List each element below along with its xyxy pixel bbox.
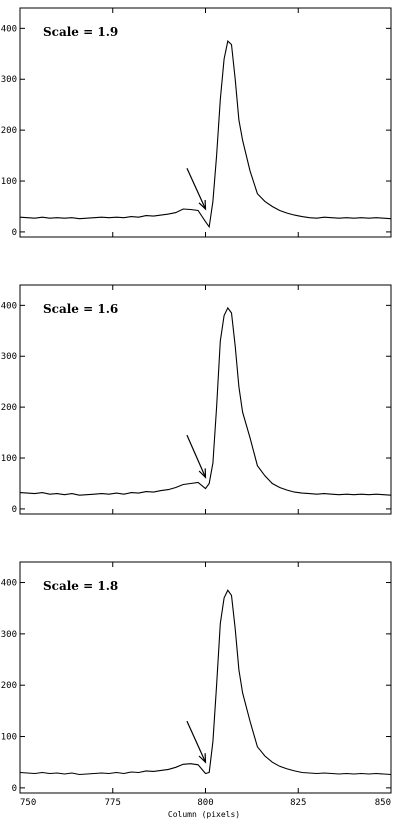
series-line-2 (19, 306, 392, 496)
chart-panel-2: 0 100 200 300 400 Scale = 1.6 (1, 284, 392, 515)
x-tick-label-775: 775 (105, 798, 121, 808)
arrow-1 (186, 168, 207, 210)
scale-label-3: Scale = 1.8 (43, 579, 118, 593)
scale-label-2: Scale = 1.6 (43, 302, 118, 316)
series-line-1 (19, 40, 392, 229)
y-tick-label-1-400: 400 (1, 24, 17, 34)
y-tick-label-3-400: 400 (1, 579, 17, 589)
chart-panel-1: 0 100 200 300 400 Scale = 1.9 (1, 7, 392, 238)
y-tick-label-2-400: 400 (1, 301, 17, 311)
y-tick-label-2-200: 200 (1, 403, 17, 413)
y-tick-label-3-200: 200 (1, 681, 17, 691)
y-tick-label-3-0: 0 (12, 784, 17, 794)
plot-frame-2 (19, 284, 392, 515)
y-tick-label-1-300: 300 (1, 75, 17, 85)
x-axis-title: Column (pixels) (168, 810, 240, 819)
arrow-head-2 (198, 468, 207, 479)
chart-panel-3: 0 100 200 300 400 750 775 800 825 850 Scale = 1.8 (1, 561, 392, 808)
y-tick-label-3-100: 100 (1, 733, 17, 743)
y-tick-label-3-300: 300 (1, 630, 17, 640)
x-tick-label-825: 825 (290, 798, 306, 808)
series-line-3 (19, 589, 392, 776)
arrow-3 (186, 720, 207, 763)
y-tick-label-1-0: 0 (12, 228, 17, 238)
x-tick-label-750: 750 (20, 798, 36, 808)
x-tick-label-800: 800 (197, 798, 213, 808)
y-tick-label-2-100: 100 (1, 454, 17, 464)
arrow-head-1 (198, 199, 207, 211)
y-tick-label-1-200: 200 (1, 126, 17, 136)
y-tick-label-2-300: 300 (1, 352, 17, 362)
x-tick-label-850: 850 (375, 798, 391, 808)
arrow-head-3 (198, 753, 207, 764)
scale-label-1: Scale = 1.9 (43, 25, 118, 39)
y-tick-label-2-0: 0 (12, 505, 17, 515)
y-tick-label-1-100: 100 (1, 177, 17, 187)
arrow-2 (186, 434, 207, 478)
